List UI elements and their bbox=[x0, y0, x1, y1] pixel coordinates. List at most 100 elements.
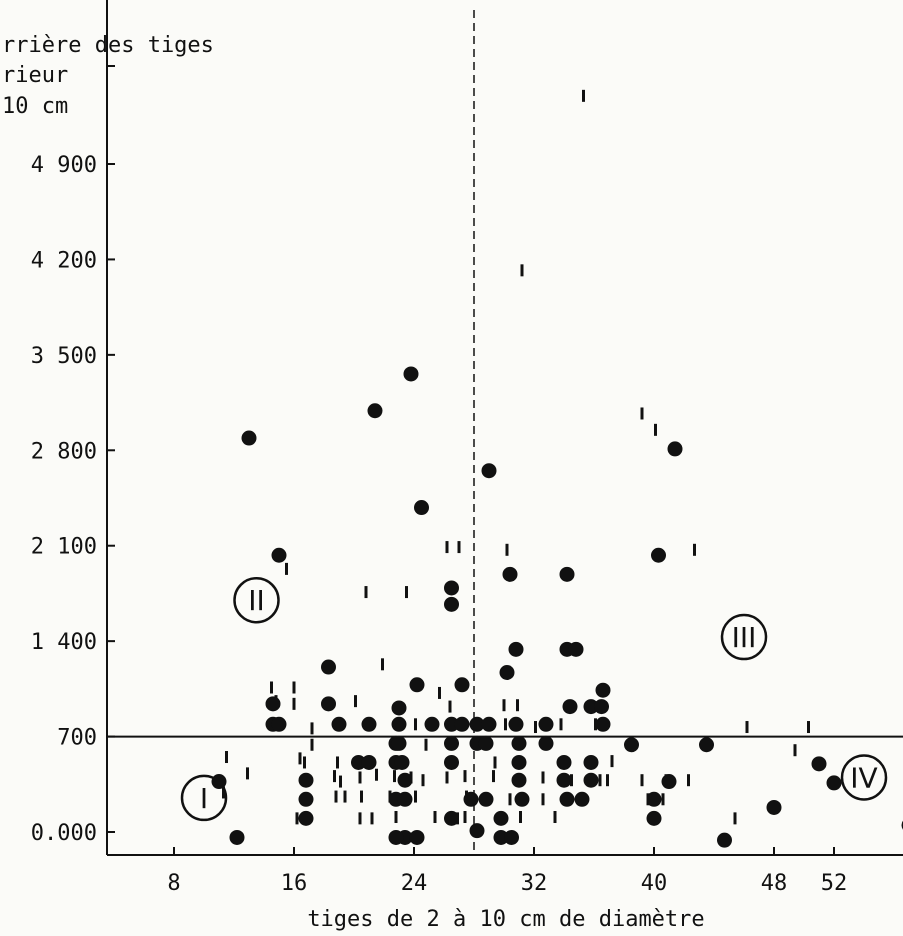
data-point-tick bbox=[493, 756, 497, 769]
y-tick-label: 700 bbox=[57, 726, 97, 751]
data-point-dot bbox=[511, 772, 527, 788]
x-tick-label: 48 bbox=[761, 871, 788, 896]
zone-label: I bbox=[200, 782, 208, 815]
x-tick-label: 32 bbox=[521, 871, 548, 896]
y-tick-label: 4 900 bbox=[31, 153, 97, 178]
data-point-dot bbox=[624, 737, 639, 753]
data-point-tick bbox=[336, 756, 339, 769]
data-point-tick bbox=[405, 586, 408, 599]
data-point-tick bbox=[333, 770, 336, 783]
data-point-tick bbox=[445, 541, 449, 554]
data-point-dot bbox=[391, 700, 407, 716]
data-point-tick bbox=[343, 790, 347, 803]
data-point-dot bbox=[265, 696, 281, 712]
zone-circle bbox=[720, 613, 768, 661]
data-point-tick bbox=[298, 752, 302, 765]
data-point-tick bbox=[334, 790, 338, 803]
data-point-tick bbox=[807, 721, 810, 734]
data-point-tick bbox=[492, 770, 495, 783]
data-point-tick bbox=[534, 721, 537, 734]
y-tick-label: 2 100 bbox=[31, 535, 97, 560]
data-point-dot bbox=[508, 716, 524, 732]
data-point-tick bbox=[225, 751, 228, 764]
data-point-dot bbox=[508, 641, 524, 657]
data-point-tick bbox=[693, 543, 696, 556]
data-point-tick bbox=[448, 700, 452, 713]
x-tick-label: 8 bbox=[167, 871, 180, 896]
data-point-tick bbox=[516, 699, 519, 712]
data-point-tick bbox=[745, 721, 749, 734]
data-point-dot bbox=[271, 547, 287, 563]
data-point-dot bbox=[298, 791, 314, 807]
data-point-dot bbox=[403, 366, 419, 382]
data-marks bbox=[211, 89, 903, 848]
data-point-tick bbox=[606, 774, 609, 787]
data-point-dot bbox=[211, 774, 227, 790]
data-point-tick bbox=[582, 89, 585, 102]
data-point-dot bbox=[583, 754, 599, 770]
data-point-tick bbox=[598, 774, 602, 787]
data-point-tick bbox=[463, 770, 467, 783]
data-point-tick bbox=[640, 774, 644, 787]
data-point-tick bbox=[664, 774, 668, 787]
data-point-tick bbox=[541, 771, 545, 784]
data-point-tick bbox=[505, 543, 509, 556]
data-point-dot bbox=[717, 832, 732, 848]
data-point-dot bbox=[538, 716, 554, 732]
data-point-dot bbox=[502, 566, 518, 582]
data-point-tick bbox=[307, 812, 311, 825]
data-point-tick bbox=[445, 771, 449, 784]
data-point-tick bbox=[570, 774, 573, 787]
data-point-tick bbox=[274, 695, 278, 708]
data-point-tick bbox=[504, 718, 507, 731]
data-point-tick bbox=[285, 562, 288, 575]
y-axis-label-line-1: rrière des tiges bbox=[2, 33, 214, 58]
data-point-tick bbox=[553, 811, 557, 824]
y-tick-label: 0.000 bbox=[31, 821, 97, 846]
zone-circle bbox=[840, 754, 888, 801]
data-point-dot bbox=[298, 772, 314, 788]
data-point-dot bbox=[766, 799, 782, 815]
x-ticks: 8 16 24 32 40 48 52 bbox=[167, 847, 847, 896]
zone-label: III bbox=[732, 621, 757, 654]
data-point-dot bbox=[444, 735, 459, 751]
data-point-dot bbox=[414, 500, 429, 516]
data-point-dot bbox=[444, 810, 459, 826]
zone-circle bbox=[180, 774, 228, 822]
data-point-tick bbox=[295, 812, 299, 825]
data-point-tick bbox=[541, 793, 545, 806]
data-point-tick bbox=[370, 812, 374, 825]
data-point-dot bbox=[583, 699, 599, 715]
data-point-tick bbox=[360, 790, 363, 803]
zone-circle bbox=[233, 576, 280, 624]
data-point-dot bbox=[478, 735, 494, 751]
x-tick-label: 24 bbox=[401, 871, 428, 896]
data-point-dot bbox=[646, 791, 662, 807]
data-point-dot bbox=[595, 682, 611, 698]
data-point-tick bbox=[222, 786, 225, 799]
data-point-dot bbox=[409, 677, 425, 693]
data-point-tick bbox=[793, 744, 797, 757]
y-tick-label: 2 800 bbox=[31, 439, 97, 464]
data-point-tick bbox=[594, 718, 597, 731]
data-point-tick bbox=[610, 755, 614, 768]
data-point-tick bbox=[414, 718, 417, 731]
data-point-dot bbox=[391, 716, 407, 732]
data-point-tick bbox=[400, 774, 404, 787]
x-tick-label: 16 bbox=[281, 871, 308, 896]
data-point-dot bbox=[388, 829, 404, 845]
data-point-dot bbox=[511, 754, 527, 770]
data-point-tick bbox=[424, 738, 428, 751]
data-point-dot bbox=[444, 580, 459, 596]
data-point-tick bbox=[640, 407, 644, 420]
data-point-dot bbox=[469, 716, 485, 732]
data-point-dot bbox=[444, 596, 459, 612]
data-point-tick bbox=[381, 658, 384, 671]
data-point-tick bbox=[519, 811, 522, 824]
data-point-tick bbox=[358, 812, 362, 825]
data-point-dot bbox=[409, 829, 425, 845]
data-point-dot bbox=[594, 699, 609, 715]
data-point-tick bbox=[465, 790, 468, 803]
